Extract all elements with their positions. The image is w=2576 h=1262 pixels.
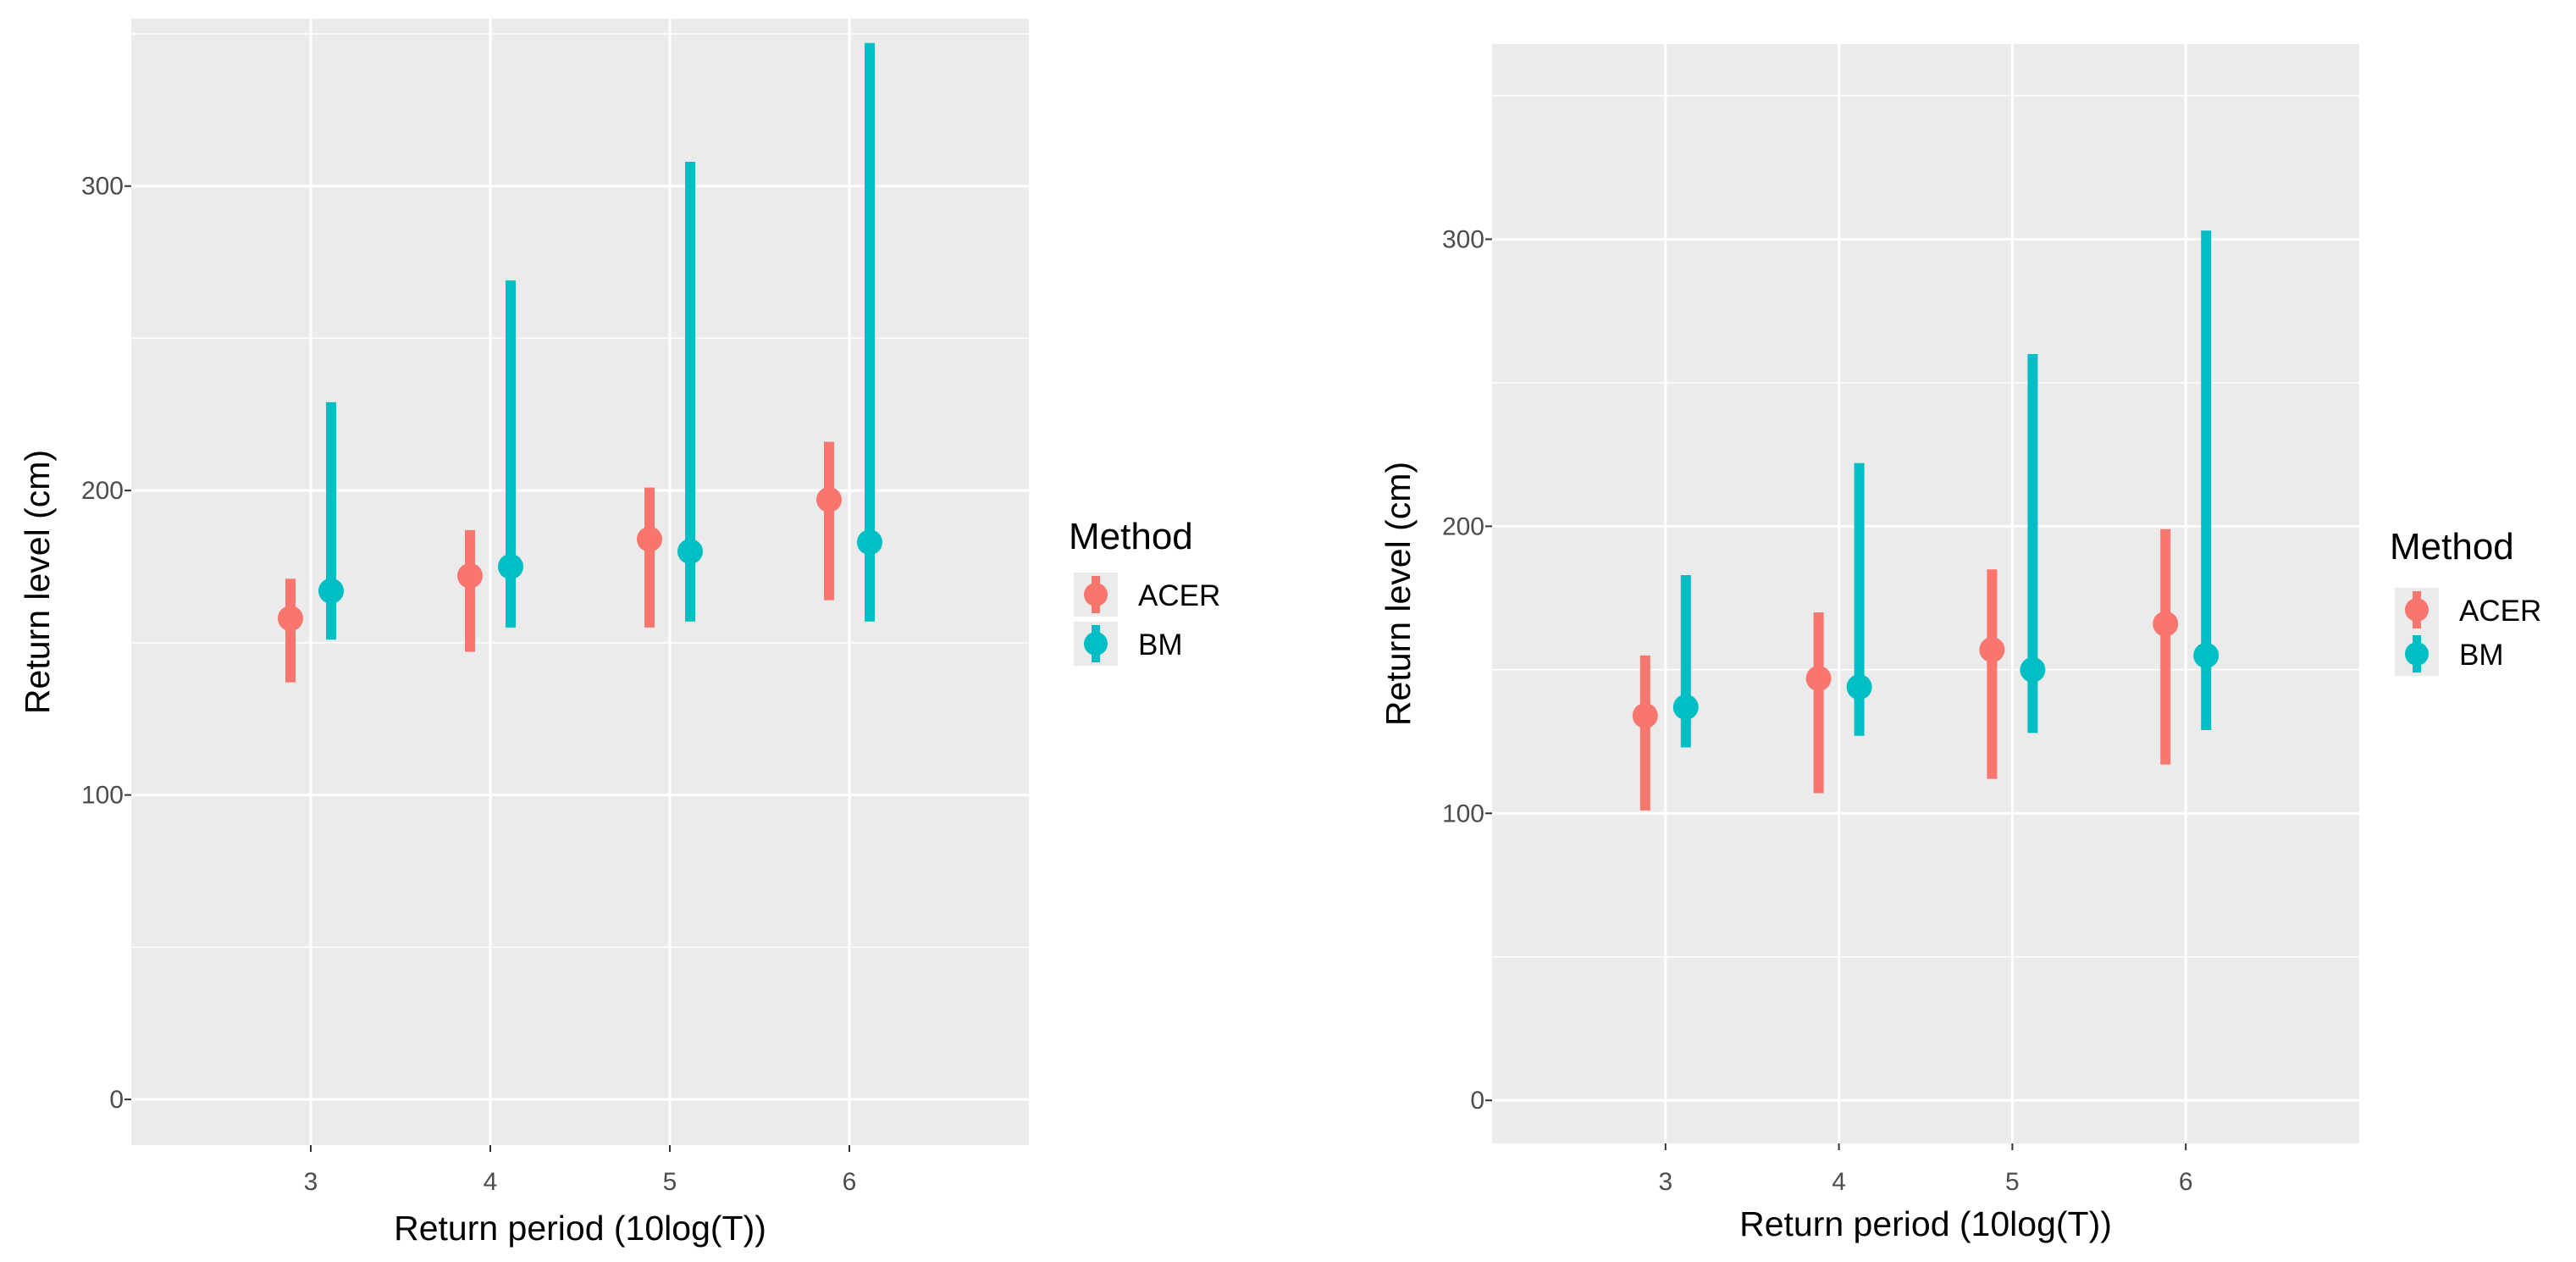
- y-tick-label: 200: [1442, 512, 1484, 540]
- x-axis-title: Return period (10log(T)): [394, 1209, 766, 1248]
- plot-background: [131, 19, 1029, 1145]
- y-axis-title: Return level (cm): [1379, 462, 1418, 726]
- point-bm: [498, 554, 523, 580]
- x-tick-label: 6: [843, 1168, 857, 1196]
- chart-panel-1: 0 100 200 300 3 4 5 6 Return period (10log(T)) Re…: [18, 19, 1220, 1248]
- plot-background: [1492, 44, 2359, 1143]
- legend-title: Method: [1069, 516, 1193, 557]
- legend-key-point: [1084, 583, 1108, 606]
- y-tick-label: 300: [1442, 225, 1484, 253]
- point-acer: [816, 486, 842, 512]
- legend-key-point: [1084, 632, 1108, 656]
- point-acer: [278, 606, 303, 632]
- point-acer: [1979, 637, 2005, 663]
- x-tick-label: 5: [663, 1168, 677, 1196]
- x-tick-label: 3: [1658, 1168, 1672, 1196]
- point-bm: [2193, 642, 2219, 668]
- legend-key-point: [2405, 598, 2429, 622]
- point-bm: [318, 578, 344, 604]
- y-tick-label: 100: [81, 782, 124, 810]
- x-tick-label: 3: [304, 1168, 318, 1196]
- y-tick-label: 0: [109, 1086, 124, 1114]
- legend-label-acer: ACER: [1138, 579, 1220, 612]
- point-acer: [457, 562, 483, 589]
- x-tick-label: 4: [1832, 1168, 1846, 1196]
- x-axis-title: Return period (10log(T)): [1739, 1204, 2112, 1243]
- x-tick-label: 4: [484, 1168, 498, 1196]
- point-bm: [1846, 674, 1872, 700]
- series-acer: [1632, 529, 2179, 811]
- point-bm: [2020, 656, 2046, 683]
- legend: Method ACER BM: [2390, 526, 2541, 676]
- point-acer: [637, 526, 662, 552]
- point-bm: [857, 529, 882, 556]
- y-tick-label: 0: [1470, 1087, 1484, 1115]
- y-tick-label: 300: [81, 173, 124, 201]
- y-tick-label: 200: [81, 477, 124, 505]
- legend: Method ACER BM: [1069, 516, 1220, 666]
- legend-label-bm: BM: [2459, 639, 2504, 672]
- legend-label-acer: ACER: [2459, 595, 2541, 628]
- y-tick-label: 100: [1442, 800, 1484, 827]
- point-acer: [1632, 703, 1658, 729]
- point-bm: [677, 539, 703, 565]
- x-tick-label: 5: [2005, 1168, 2020, 1196]
- legend-label-bm: BM: [1138, 628, 1183, 661]
- series-acer: [278, 441, 842, 683]
- point-acer: [2153, 611, 2179, 637]
- legend-key-point: [2405, 642, 2429, 666]
- legend-title: Method: [2390, 526, 2514, 567]
- point-acer: [1805, 665, 1832, 691]
- series-bm: [318, 42, 882, 640]
- point-bm: [1672, 694, 1699, 720]
- y-axis-title: Return level (cm): [18, 450, 57, 714]
- series-bm: [1672, 230, 2219, 748]
- x-tick-label: 6: [2179, 1168, 2193, 1196]
- chart-panel-2: 0 100 200 300 3 4 5 6 Return period (10log(T)) Re…: [1379, 44, 2541, 1243]
